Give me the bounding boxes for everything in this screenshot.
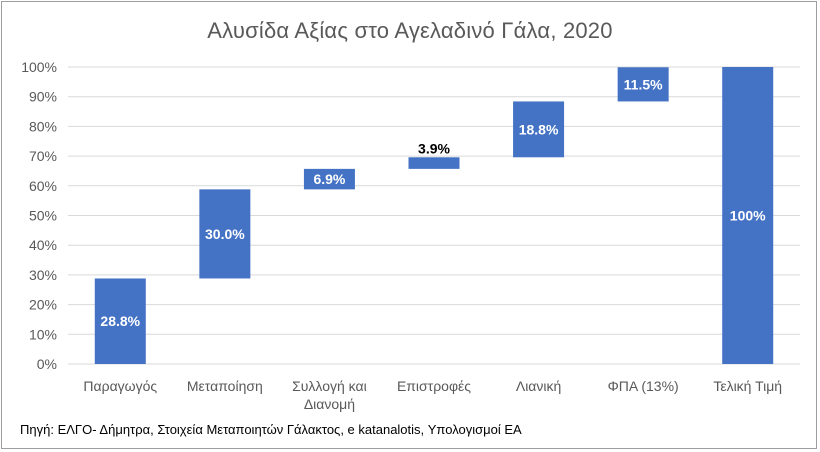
bar bbox=[513, 101, 565, 158]
x-tick-label: Διανομή bbox=[304, 396, 355, 412]
bar bbox=[722, 67, 774, 364]
y-tick-label: 40% bbox=[29, 237, 57, 253]
x-tick-label: Λιανική bbox=[516, 378, 561, 394]
data-label: 100% bbox=[730, 208, 766, 224]
y-tick-label: 20% bbox=[29, 297, 57, 313]
bar bbox=[408, 157, 460, 169]
y-tick-label: 100% bbox=[21, 59, 57, 75]
data-label: 28.8% bbox=[100, 313, 140, 329]
chart-title: Αλυσίδα Αξίας στο Αγελαδινό Γάλα, 2020 bbox=[207, 18, 613, 43]
x-tick-label: Παραγωγός bbox=[83, 378, 157, 394]
bar bbox=[303, 168, 355, 190]
bar bbox=[617, 67, 669, 102]
x-tick-label: ΦΠΑ (13%) bbox=[608, 378, 679, 394]
y-tick-label: 10% bbox=[29, 326, 57, 342]
data-label: 6.9% bbox=[313, 171, 345, 187]
bar bbox=[199, 189, 251, 279]
x-tick-label: Τελική Τιμή bbox=[713, 378, 782, 394]
data-label: 30.0% bbox=[205, 226, 245, 242]
y-tick-label: 70% bbox=[29, 148, 57, 164]
data-label: 3.9% bbox=[418, 140, 450, 156]
y-tick-label: 80% bbox=[29, 118, 57, 134]
y-tick-label: 60% bbox=[29, 178, 57, 194]
x-tick-label: Επιστροφές bbox=[397, 378, 471, 394]
y-tick-label: 50% bbox=[29, 208, 57, 224]
data-label: 18.8% bbox=[519, 121, 559, 137]
bar bbox=[94, 278, 146, 364]
y-tick-label: 90% bbox=[29, 89, 57, 105]
y-tick-label: 30% bbox=[29, 267, 57, 283]
data-label: 11.5% bbox=[624, 76, 663, 92]
x-tick-label: Συλλογή και bbox=[292, 378, 367, 394]
y-tick-label: 0% bbox=[37, 356, 57, 372]
x-tick-label: Μεταποίηση bbox=[187, 378, 263, 394]
source-note: Πηγή: ΕΛΓΟ- Δήμητρα, Στοιχεία Μεταποιητώ… bbox=[20, 422, 522, 437]
